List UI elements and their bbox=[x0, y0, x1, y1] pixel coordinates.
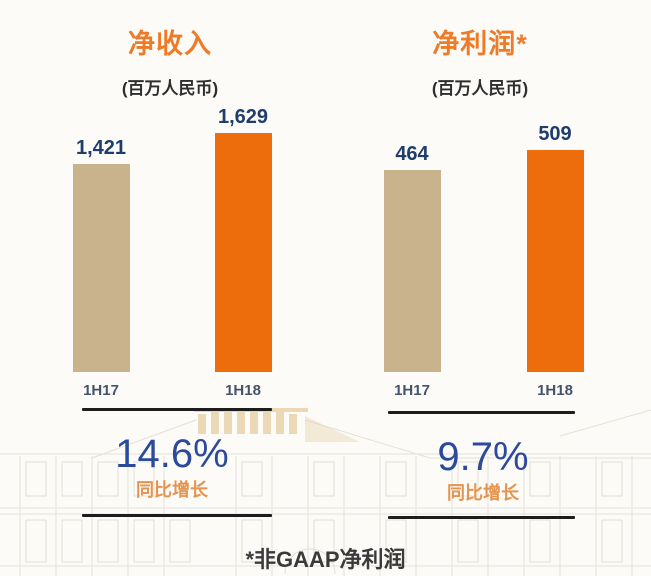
bar-net-profit-1h18 bbox=[527, 150, 584, 372]
value-label-1h17: 464 bbox=[395, 143, 429, 165]
bar-net-revenue-1h18 bbox=[215, 133, 272, 372]
bar-net-profit-1h17 bbox=[384, 170, 441, 372]
divider-line bbox=[388, 516, 575, 519]
category-label-1h17: 1H17 bbox=[394, 382, 430, 399]
chart-title-net-profit: 净利润* bbox=[432, 29, 528, 59]
bar-net-revenue-1h17 bbox=[73, 164, 130, 372]
value-label-1h17: 1,421 bbox=[75, 137, 127, 159]
growth-percent-net-profit: 9.7% bbox=[437, 435, 529, 479]
gaap-footnote: *非GAAP净利润 bbox=[245, 547, 406, 572]
growth-caption-net-profit: 同比增长 bbox=[447, 483, 519, 503]
divider-line bbox=[82, 408, 272, 411]
growth-percent-net-revenue: 14.6% bbox=[115, 432, 229, 476]
chart-title-net-revenue: 净收入 bbox=[128, 29, 212, 59]
category-label-1h17: 1H17 bbox=[83, 382, 119, 399]
value-label-1h18: 509 bbox=[538, 123, 572, 145]
category-label-1h18: 1H18 bbox=[537, 382, 573, 399]
growth-caption-net-revenue: 同比增长 bbox=[136, 480, 208, 500]
chart-unit-net-profit: (百万人民币) bbox=[431, 79, 529, 98]
divider-line bbox=[388, 411, 575, 414]
divider-line bbox=[82, 514, 272, 517]
value-label-1h18: 1,629 bbox=[217, 106, 269, 128]
chart-unit-net-revenue: (百万人民币) bbox=[121, 79, 219, 98]
category-label-1h18: 1H18 bbox=[225, 382, 261, 399]
